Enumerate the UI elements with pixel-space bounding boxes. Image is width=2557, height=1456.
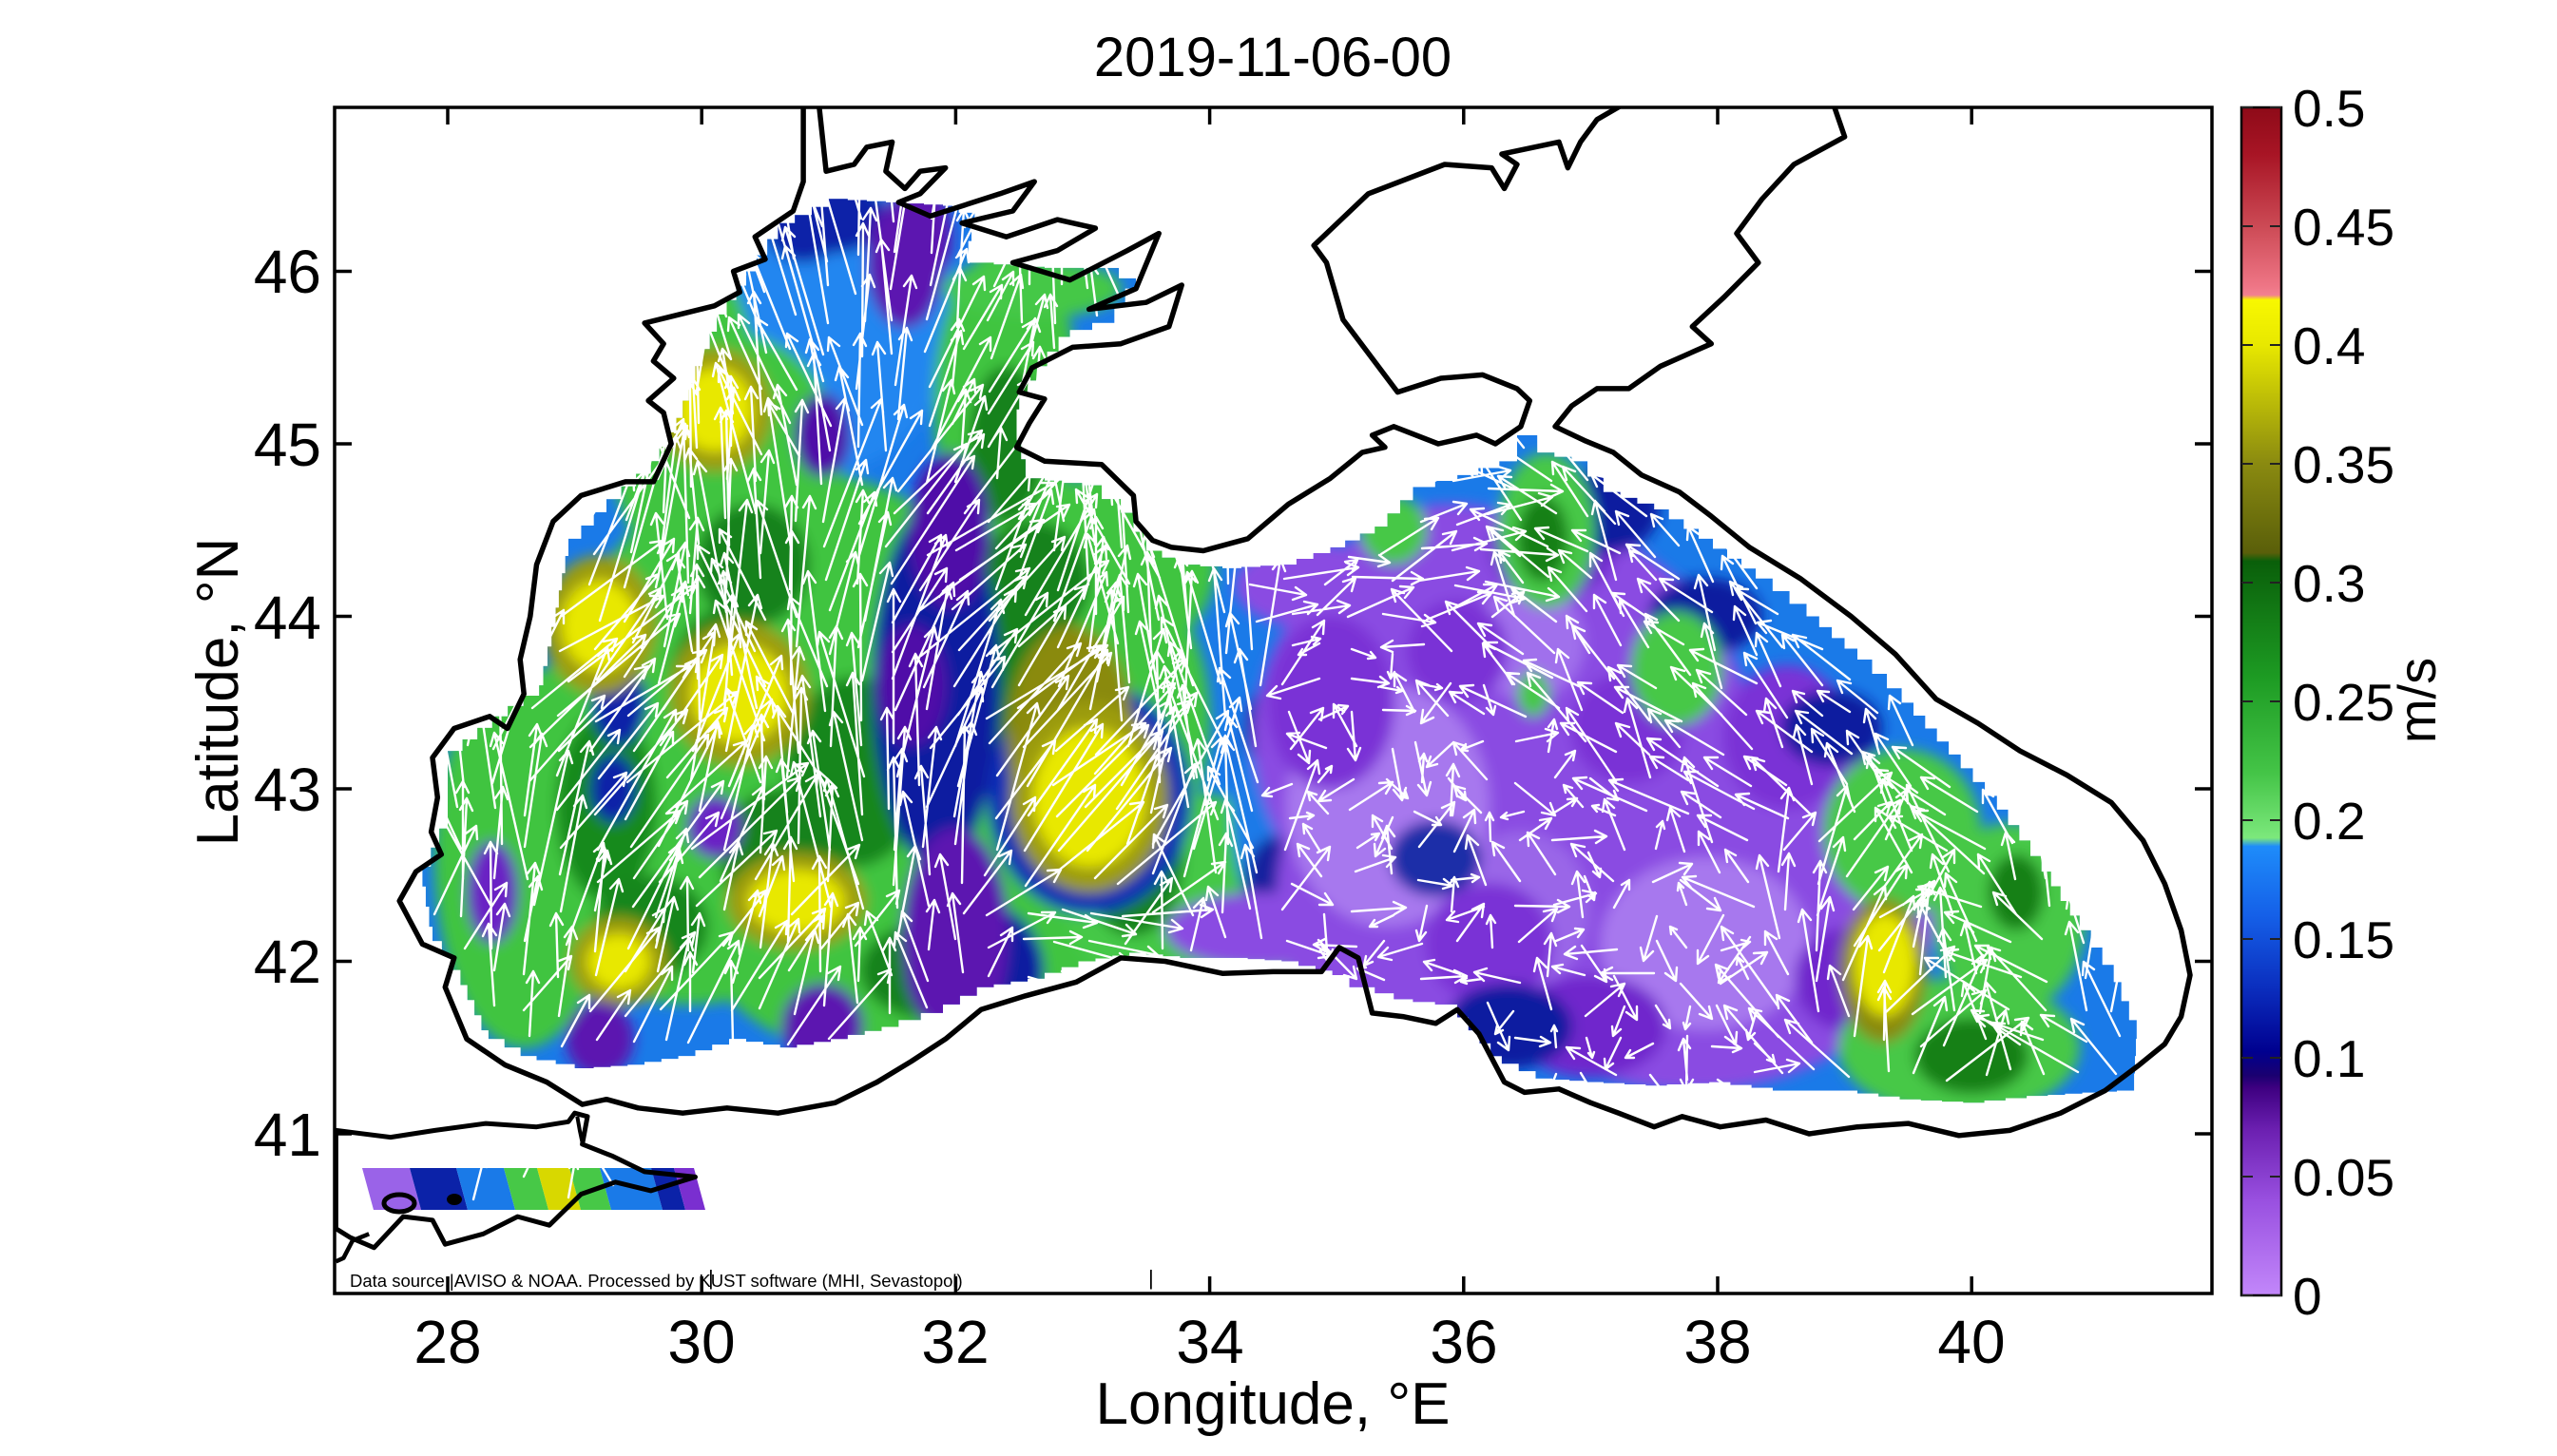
svg-text:38: 38	[1683, 1308, 1751, 1376]
svg-text:41: 41	[254, 1101, 321, 1169]
svg-text:0.45: 0.45	[2293, 198, 2394, 257]
svg-text:30: 30	[667, 1308, 735, 1376]
svg-text:42: 42	[254, 928, 321, 996]
svg-text:m/s: m/s	[2387, 658, 2447, 743]
svg-text:0.25: 0.25	[2293, 673, 2394, 732]
svg-text:2019-11-06-00: 2019-11-06-00	[1094, 27, 1452, 88]
svg-text:0.4: 0.4	[2293, 316, 2365, 375]
svg-text:0.05: 0.05	[2293, 1148, 2394, 1207]
svg-text:Data source:|AVISO & NOAA. Pro: Data source:|AVISO & NOAA. Processed by …	[350, 1271, 963, 1291]
svg-text:43: 43	[254, 756, 321, 824]
svg-text:0.3: 0.3	[2293, 554, 2365, 613]
svg-text:0.1: 0.1	[2293, 1029, 2365, 1088]
svg-text:|: |	[1148, 1266, 1154, 1290]
svg-text:46: 46	[254, 238, 321, 306]
svg-text:44: 44	[254, 584, 321, 652]
svg-text:40: 40	[1937, 1308, 2005, 1376]
svg-text:34: 34	[1176, 1308, 1243, 1376]
svg-text:0.5: 0.5	[2293, 79, 2365, 138]
svg-text:36: 36	[1430, 1308, 1497, 1376]
svg-text:0.35: 0.35	[2293, 435, 2394, 494]
svg-text:0.15: 0.15	[2293, 910, 2394, 969]
svg-text:0.2: 0.2	[2293, 792, 2365, 851]
svg-text:32: 32	[921, 1308, 989, 1376]
svg-text:Latitude, °N: Latitude, °N	[185, 538, 251, 847]
svg-text:0: 0	[2293, 1267, 2322, 1326]
svg-text:Longitude, °E: Longitude, °E	[1096, 1371, 1451, 1437]
svg-text:28: 28	[413, 1308, 481, 1376]
svg-text:45: 45	[254, 411, 321, 479]
svg-text:|: |	[708, 1266, 714, 1290]
